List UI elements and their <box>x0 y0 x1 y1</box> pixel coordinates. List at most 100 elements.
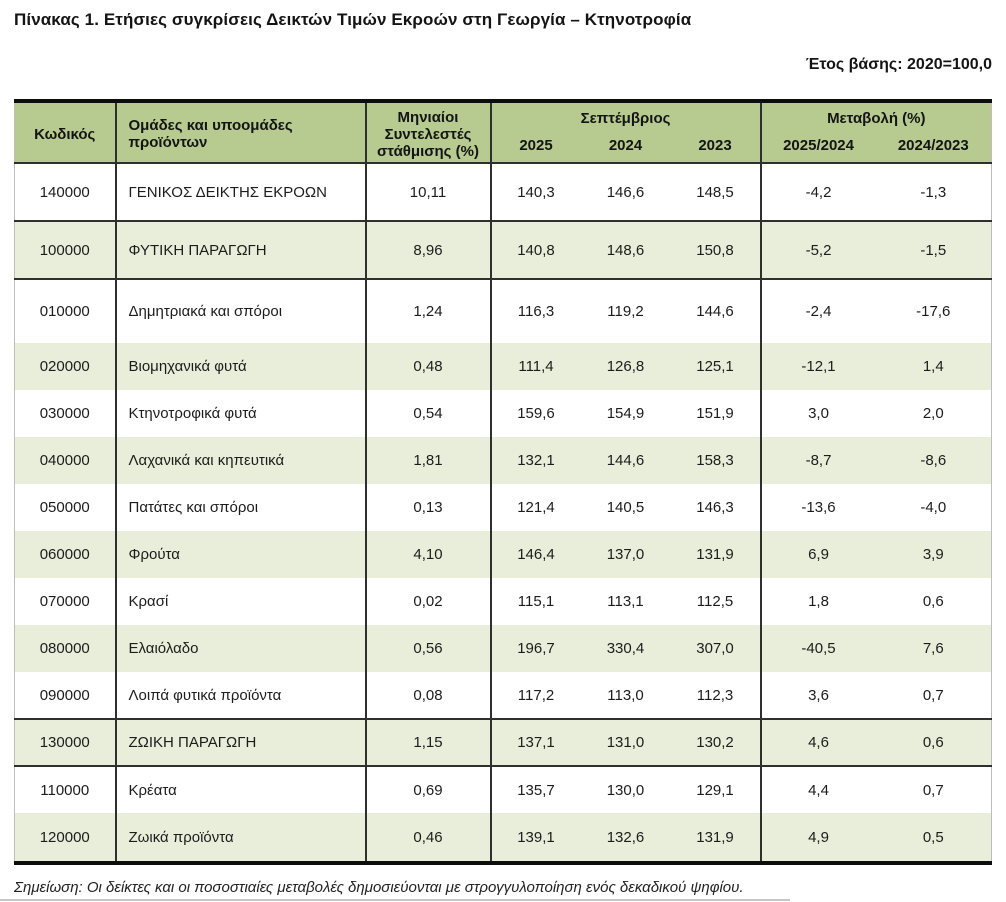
weight-cell: 0,69 <box>365 766 492 813</box>
price-index-table: Κωδικός Ομάδες και υποομάδες προϊόντων Μ… <box>14 99 993 865</box>
table-row: 100000 ΦΥΤΙΚΗ ΠΑΡΑΓΩΓΗ 8,96 140,8 148,6 150,8… <box>14 221 992 279</box>
index-2023-cell: 150,8 <box>670 221 762 279</box>
weight-cell: 8,96 <box>365 221 492 279</box>
table-row: 080000 Ελαιόλαδο 0,56 196,7 330,4 307,0 -40,5 7… <box>14 625 992 672</box>
product-name-cell: Λαχανικά και κηπευτικά <box>115 437 367 484</box>
product-name-cell: Δημητριακά και σπόροι <box>115 279 367 343</box>
bottom-divider <box>0 899 790 901</box>
product-name-cell: Ελαιόλαδο <box>115 625 367 672</box>
code-cell: 090000 <box>14 672 117 719</box>
table-row: 010000 Δημητριακά και σπόροι 1,24 116,3 119,… <box>14 279 992 343</box>
index-2023-cell: 158,3 <box>670 437 762 484</box>
header-month-group: Σεπτέμβριος <box>490 101 762 131</box>
change-2025-2024-cell: 3,0 <box>808 405 829 422</box>
index-2023-cell: 307,0 <box>670 625 762 672</box>
change-2024-2023-cell: 0,6 <box>922 593 944 610</box>
change-2025-2024-cell: 4,6 <box>808 734 829 751</box>
table-row: 140000 ΓΕΝΙΚΟΣ ΔΕΙΚΤΗΣ ΕΚΡΟΩΝ 10,11 140,3 14… <box>14 163 992 221</box>
weight-cell: 1,81 <box>365 437 492 484</box>
change-2024-2023-cell: 0,6 <box>922 734 944 751</box>
table-row: 040000 Λαχανικά και κηπευτικά 1,81 132,1 144… <box>14 437 992 484</box>
change-2025-2024-cell: 4,9 <box>808 828 829 846</box>
index-2025-cell: 111,4 <box>518 358 554 375</box>
change-2024-2023-cell: 3,9 <box>922 546 944 563</box>
product-name-cell: Ζωικά προϊόντα <box>115 813 367 863</box>
weight-cell: 1,24 <box>365 279 492 343</box>
code-cell: 060000 <box>14 531 117 578</box>
change-2024-2023-cell: -4,0 <box>920 499 947 516</box>
code-cell: 100000 <box>14 221 117 279</box>
change-2024-2023-cell: -17,6 <box>916 303 951 320</box>
change-2025-2024-cell: 1,8 <box>808 593 829 610</box>
change-2025-2024-cell: -40,5 <box>801 640 836 657</box>
footnote: Σημείωση: Οι δείκτες και οι ποσοστιαίες … <box>14 879 744 896</box>
change-2025-2024-cell: -5,2 <box>805 241 832 259</box>
table-row: 030000 Κτηνοτροφικά φυτά 0,54 159,6 154,9 151… <box>14 390 992 437</box>
product-name-cell: Κρασί <box>115 578 367 625</box>
index-2024-cell: 130,0 <box>606 781 645 799</box>
product-name-cell: Βιομηχανικά φυτά <box>115 343 367 390</box>
base-year-label: Έτος βάσης: 2020=100,0 <box>805 56 992 73</box>
change-2024-2023-cell: 2,0 <box>922 405 944 422</box>
index-2023-cell: 144,6 <box>670 279 762 343</box>
index-2025-cell: 117,2 <box>517 686 555 704</box>
index-2023-cell: 112,5 <box>670 578 762 625</box>
table-row: 020000 Βιομηχανικά φυτά 0,48 111,4 126,8 125,… <box>14 343 992 390</box>
weight-cell: 0,02 <box>365 578 492 625</box>
product-name-cell: Φρούτα <box>115 531 367 578</box>
code-cell: 110000 <box>14 766 117 813</box>
index-2023-cell: 151,9 <box>670 390 762 437</box>
index-2025-cell: 139,1 <box>517 828 555 846</box>
change-2025-2024-cell: -2,4 <box>805 303 832 320</box>
index-2023-cell: 112,3 <box>670 672 762 719</box>
index-2024-cell: 113,1 <box>607 593 644 610</box>
table-row: 050000 Πατάτες και σπόροι 0,13 121,4 140,5 14… <box>14 484 992 531</box>
product-name-cell: Πατάτες και σπόροι <box>115 484 367 531</box>
index-2024-cell: 146,6 <box>606 183 645 201</box>
weight-cell: 0,48 <box>365 343 492 390</box>
index-2025-cell: 121,4 <box>517 499 555 516</box>
header-year-2025: 2025 <box>490 131 581 163</box>
index-2024-cell: 113,0 <box>607 686 644 704</box>
code-cell: 120000 <box>14 813 117 863</box>
index-2024-cell: 131,0 <box>606 734 645 751</box>
header-monthly-weights: Μηνιαίοι Συντελεστές στάθμισης (%) <box>365 101 492 163</box>
header-change-2025-2024: 2025/2024 <box>760 131 876 163</box>
index-2025-cell: 115,1 <box>517 593 555 610</box>
change-2025-2024-cell: 6,9 <box>808 546 829 563</box>
table-row: 060000 Φρούτα 4,10 146,4 137,0 131,9 6,9 3,9 <box>14 531 992 578</box>
change-2024-2023-cell: -1,3 <box>920 183 947 201</box>
header-change-group: Μεταβολή (%) <box>760 101 992 131</box>
weight-cell: 0,46 <box>365 813 492 863</box>
change-2025-2024-cell: -12,1 <box>801 358 836 375</box>
change-2025-2024-cell: -4,2 <box>805 183 832 201</box>
index-2025-cell: 146,4 <box>517 546 555 563</box>
index-2023-cell: 125,1 <box>670 343 762 390</box>
index-2025-cell: 132,1 <box>517 452 555 469</box>
index-2025-cell: 140,8 <box>517 241 555 259</box>
change-2025-2024-cell: -8,7 <box>805 452 832 469</box>
index-2025-cell: 159,6 <box>517 405 555 422</box>
weight-cell: 1,15 <box>365 719 492 766</box>
header-year-2023: 2023 <box>670 131 762 163</box>
code-cell: 030000 <box>14 390 117 437</box>
product-name-cell: ΦΥΤΙΚΗ ΠΑΡΑΓΩΓΗ <box>115 221 367 279</box>
code-cell: 040000 <box>14 437 117 484</box>
index-2024-cell: 154,9 <box>606 405 645 422</box>
change-2024-2023-cell: -1,5 <box>920 241 947 259</box>
weight-cell: 10,11 <box>365 163 492 221</box>
code-cell: 080000 <box>14 625 117 672</box>
change-2025-2024-cell: 4,4 <box>808 781 829 799</box>
index-2024-cell: 148,6 <box>606 241 645 259</box>
index-2023-cell: 131,9 <box>670 813 762 863</box>
header-code: Κωδικός <box>14 101 117 163</box>
header-product-groups: Ομάδες και υποομάδες προϊόντων <box>115 101 367 163</box>
change-2025-2024-cell: -13,6 <box>801 499 836 516</box>
index-2024-cell: 119,2 <box>607 303 644 320</box>
table-row: 130000 ΖΩΙΚΗ ΠΑΡΑΓΩΓΗ 1,15 137,1 131,0 130,2 4… <box>14 719 992 766</box>
index-2025-cell: 135,7 <box>517 781 555 799</box>
table-row: 070000 Κρασί 0,02 115,1 113,1 112,5 1,8 0,6 <box>14 578 992 625</box>
index-2024-cell: 144,6 <box>606 452 645 469</box>
table-row: 090000 Λοιπά φυτικά προϊόντα 0,08 117,2 113,… <box>14 672 992 719</box>
weight-cell: 0,56 <box>365 625 492 672</box>
